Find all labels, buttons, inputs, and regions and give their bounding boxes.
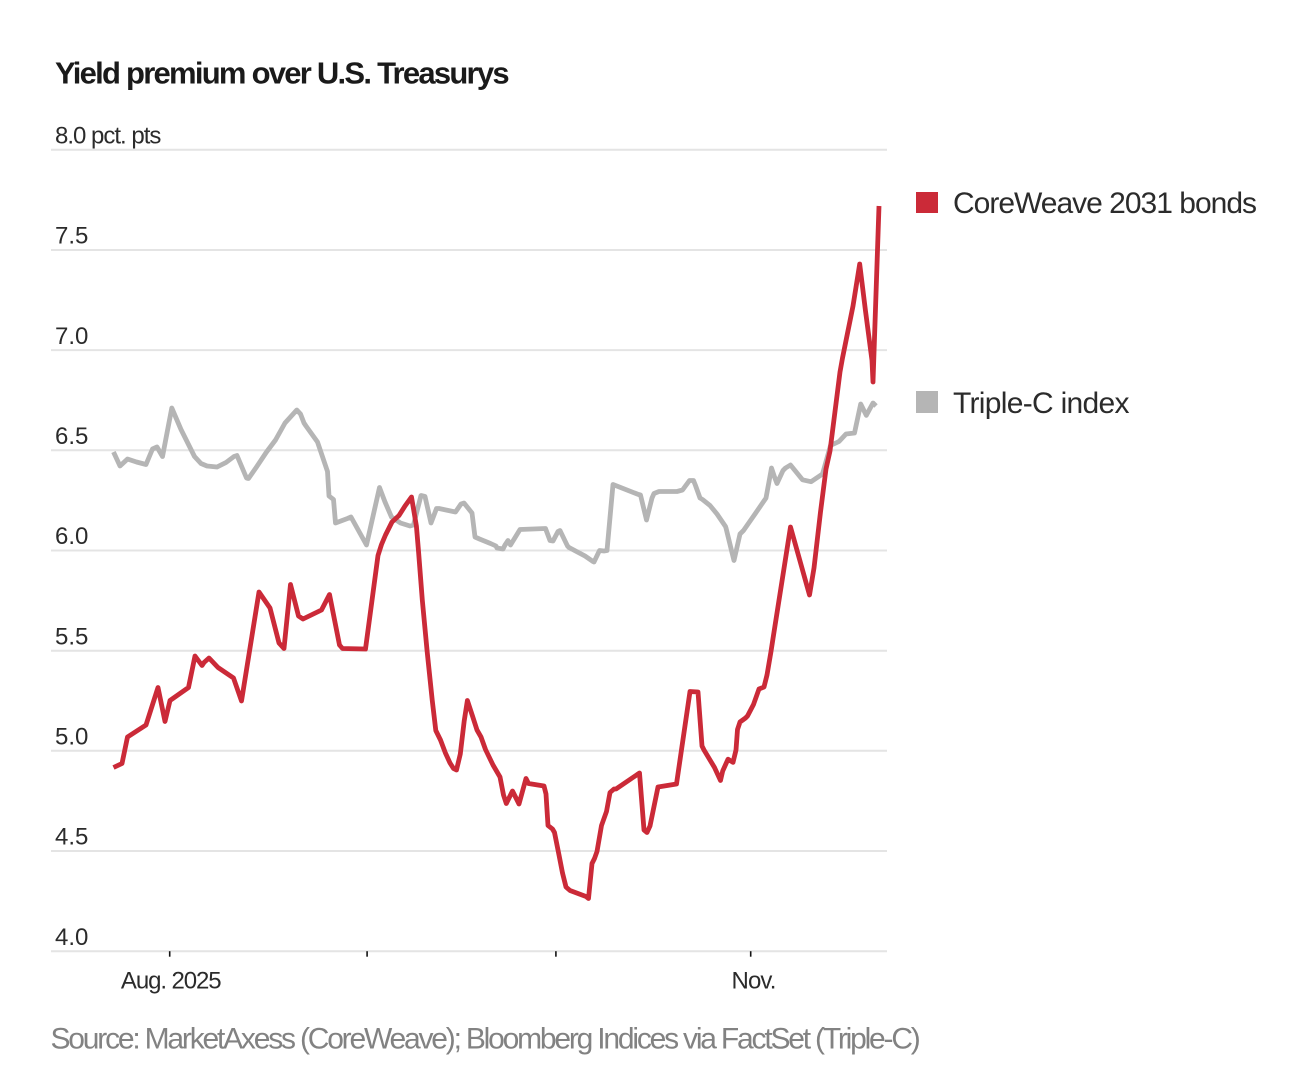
svg-text:Yield premium over U.S. Treasu: Yield premium over U.S. Treasurys	[55, 56, 508, 91]
svg-text:5.0: 5.0	[55, 724, 88, 751]
svg-text:Triple-C index: Triple-C index	[953, 387, 1130, 420]
svg-text:4.5: 4.5	[55, 824, 88, 851]
svg-text:CoreWeave 2031 bonds: CoreWeave 2031 bonds	[953, 187, 1256, 220]
svg-text:6.0: 6.0	[55, 523, 88, 550]
svg-text:7.5: 7.5	[55, 223, 88, 250]
svg-text:8.0 pct. pts: 8.0 pct. pts	[55, 123, 161, 150]
svg-text:7.0: 7.0	[55, 323, 88, 350]
svg-text:4.0: 4.0	[55, 924, 88, 951]
svg-text:6.5: 6.5	[55, 423, 88, 450]
svg-text:Source: MarketAxess (CoreWeave: Source: MarketAxess (CoreWeave); Bloombe…	[51, 1022, 920, 1055]
svg-text:Nov.: Nov.	[732, 968, 776, 995]
svg-text:Aug. 2025: Aug. 2025	[121, 968, 221, 995]
svg-text:5.5: 5.5	[55, 623, 88, 650]
